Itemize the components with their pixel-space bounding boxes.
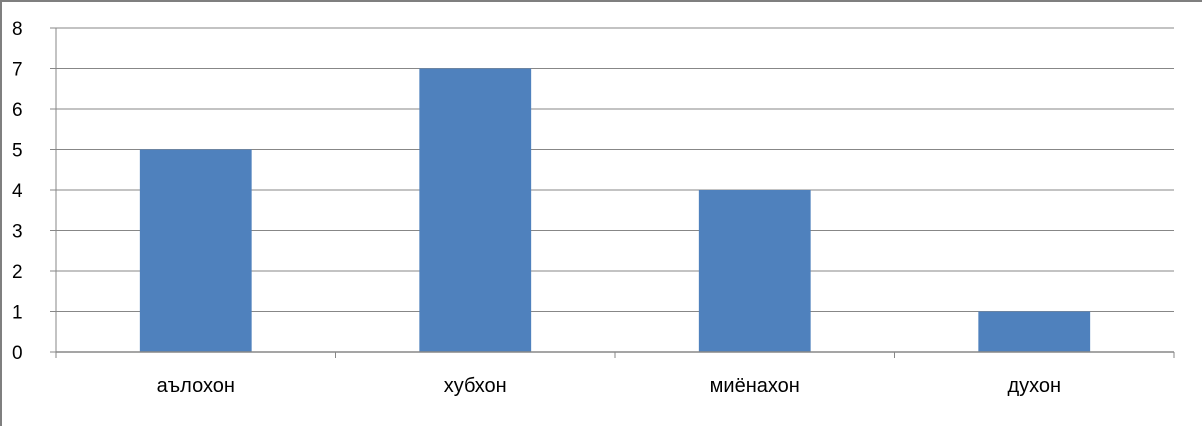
bar-1 xyxy=(139,149,252,352)
x-category-label: хубхон xyxy=(444,375,507,397)
bar-2 xyxy=(419,68,532,352)
bars xyxy=(139,68,1091,352)
bar-3 xyxy=(698,190,811,352)
y-tick-label-0: 0 xyxy=(12,343,23,364)
x-category-label: миёнахон xyxy=(710,375,800,397)
y-tick-label-3: 3 xyxy=(12,222,23,243)
bar-4 xyxy=(978,311,1091,352)
x-category-label: аълохон xyxy=(157,375,235,397)
y-tick-label-1: 1 xyxy=(12,303,23,324)
y-tick-label-5: 5 xyxy=(12,141,23,162)
tick-labels: 0 1 2 3 4 5 6 7 8 аълохон хубхон миёнахон духон xyxy=(12,19,1061,397)
y-tick-label-6: 6 xyxy=(12,100,23,121)
y-tick-label-8: 8 xyxy=(12,19,23,40)
y-tick-label-2: 2 xyxy=(12,262,23,283)
y-tick-label-4: 4 xyxy=(12,181,23,202)
axes xyxy=(50,27,1175,358)
y-tick-label-7: 7 xyxy=(12,60,23,81)
x-category-label: духон xyxy=(1007,375,1061,397)
